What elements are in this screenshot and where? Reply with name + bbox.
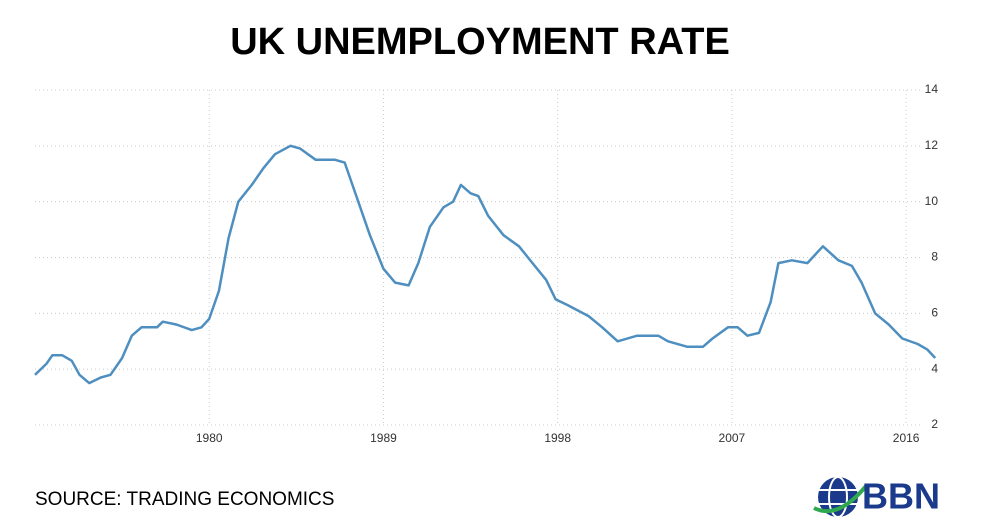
x-tick-label: 1998 <box>544 431 571 445</box>
logo-text: BBN <box>862 476 940 517</box>
y-tick-label: 6 <box>931 306 938 320</box>
y-tick-label: 10 <box>925 194 939 208</box>
y-tick-label: 8 <box>931 250 938 264</box>
y-tick-label: 4 <box>931 361 938 375</box>
logo-globe <box>813 476 868 518</box>
x-tick-label: 2007 <box>719 431 746 445</box>
x-tick-label: 1980 <box>196 431 223 445</box>
x-tick-label: 2016 <box>893 431 920 445</box>
y-tick-label: 14 <box>925 82 939 96</box>
x-tick-label: 1989 <box>370 431 397 445</box>
data-line <box>34 144 937 385</box>
y-tick-label: 2 <box>931 417 938 431</box>
chart-title: UK UNEMPLOYMENT RATE <box>230 21 730 63</box>
plot: 2 4 6 8 10 12 14 1980 1989 1998 2007 2016 <box>34 82 939 445</box>
source: SOURCE: TRADING ECONOMICS <box>35 489 334 510</box>
y-tick-label: 12 <box>925 138 939 152</box>
